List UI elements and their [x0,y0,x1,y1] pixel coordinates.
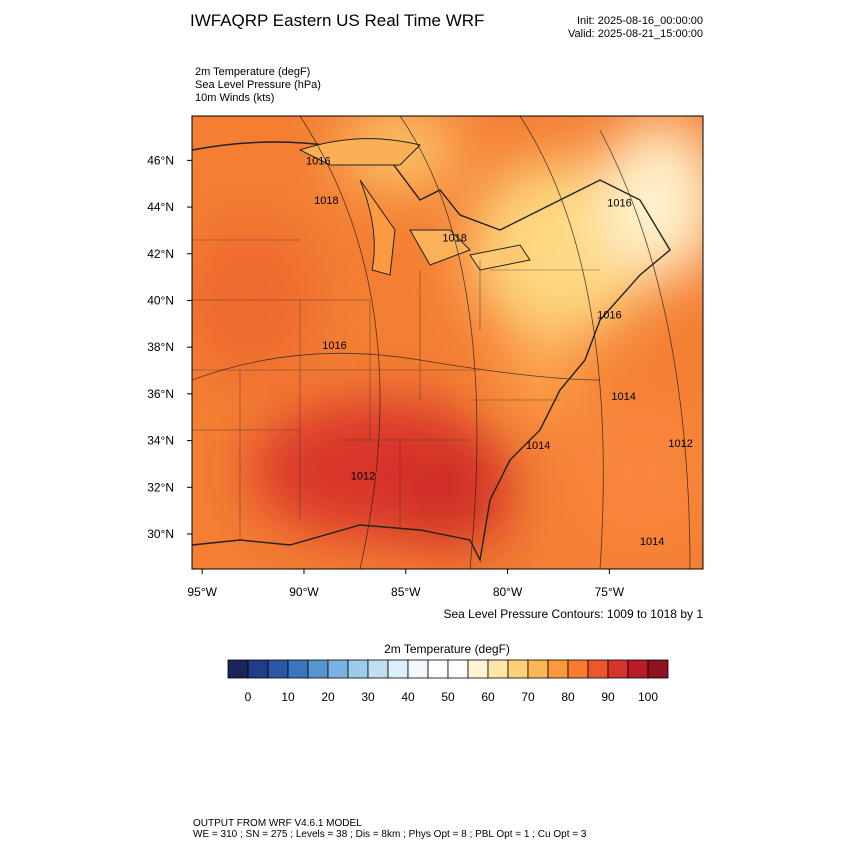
map-frame [191,115,704,570]
colorbar-box [487,659,509,679]
valid-time: Valid: 2025-08-21_15:00:00 [568,28,703,40]
colorbar-box [547,659,569,679]
contour-label: 1014 [611,391,635,403]
init-time: Init: 2025-08-16_00:00:00 [577,15,703,27]
footer-line: OUTPUT FROM WRF V4.6.1 MODEL [193,818,362,829]
colorbar-box [467,659,489,679]
colorbar-box [507,659,529,679]
lat-tick-label: 30°N [147,527,174,541]
footer-line: WE = 310 ; SN = 275 ; Levels = 38 ; Dis … [193,829,587,840]
lon-tick-label: 85°W [391,585,421,599]
contour-label: 1016 [597,309,621,321]
contour-label: 1012 [351,471,375,483]
colorbar-box [567,659,589,679]
contour-label: 1018 [442,232,466,244]
colorbar-box [247,659,269,679]
contour-label: 1016 [306,155,330,167]
colorbar-tick-label: 40 [401,690,415,704]
contour-label: 1016 [607,197,631,209]
colorbar-tick-label: 10 [281,690,295,704]
lon-tick-label: 95°W [187,585,217,599]
lon-tick-label: 75°W [595,585,625,599]
colorbar-box [267,659,289,679]
colorbar-box [607,659,629,679]
lon-tick-label: 80°W [493,585,523,599]
colorbar-tick-label: 80 [561,690,575,704]
contour-label: 1018 [314,195,338,207]
colorbar-box [627,659,649,679]
colorbar-box [407,659,429,679]
lat-tick-label: 40°N [147,293,174,307]
contour-note: Sea Level Pressure Contours: 1009 to 101… [444,607,704,621]
colorbar-tick-label: 60 [481,690,495,704]
colorbar-tick-label: 100 [638,690,658,704]
colorbar-box [327,659,349,679]
colorbar-box [387,659,409,679]
colorbar-box [227,659,249,679]
lon-tick-label: 90°W [289,585,319,599]
field-label: Sea Level Pressure (hPa) [195,79,321,91]
lat-tick-label: 38°N [147,340,174,354]
contour-label: 1012 [668,438,692,450]
colorbar-box [587,659,609,679]
title: IWFAQRP Eastern US Real Time WRF [190,11,484,30]
colorbar-tick-label: 0 [245,690,252,704]
colorbar-box [527,659,549,679]
colorbar-box [367,659,389,679]
lat-tick-label: 42°N [147,247,174,261]
lat-tick-label: 34°N [147,434,174,448]
contour-label: 1014 [526,440,550,452]
colorbar-box [647,659,669,679]
lat-tick-label: 32°N [147,480,174,494]
colorbar-box [427,659,449,679]
colorbar-tick-label: 30 [361,690,375,704]
colorbar-tick-label: 20 [321,690,335,704]
colorbar-box [287,659,309,679]
lat-tick-label: 46°N [147,153,174,167]
colorbar-tick-label: 90 [601,690,615,704]
colorbar-box [447,659,469,679]
colorbar-tick-label: 50 [441,690,455,704]
lat-tick-label: 36°N [147,387,174,401]
contour-label: 1016 [322,340,346,352]
field-label: 10m Winds (kts) [195,92,274,104]
field-label: 2m Temperature (degF) [195,66,310,78]
colorbar-tick-label: 70 [521,690,535,704]
colorbar-box [347,659,369,679]
contour-label: 1014 [640,536,664,548]
map-field [192,116,703,569]
lat-tick-label: 44°N [147,200,174,214]
colorbar-title: 2m Temperature (degF) [384,642,510,656]
colorbar-box [307,659,329,679]
